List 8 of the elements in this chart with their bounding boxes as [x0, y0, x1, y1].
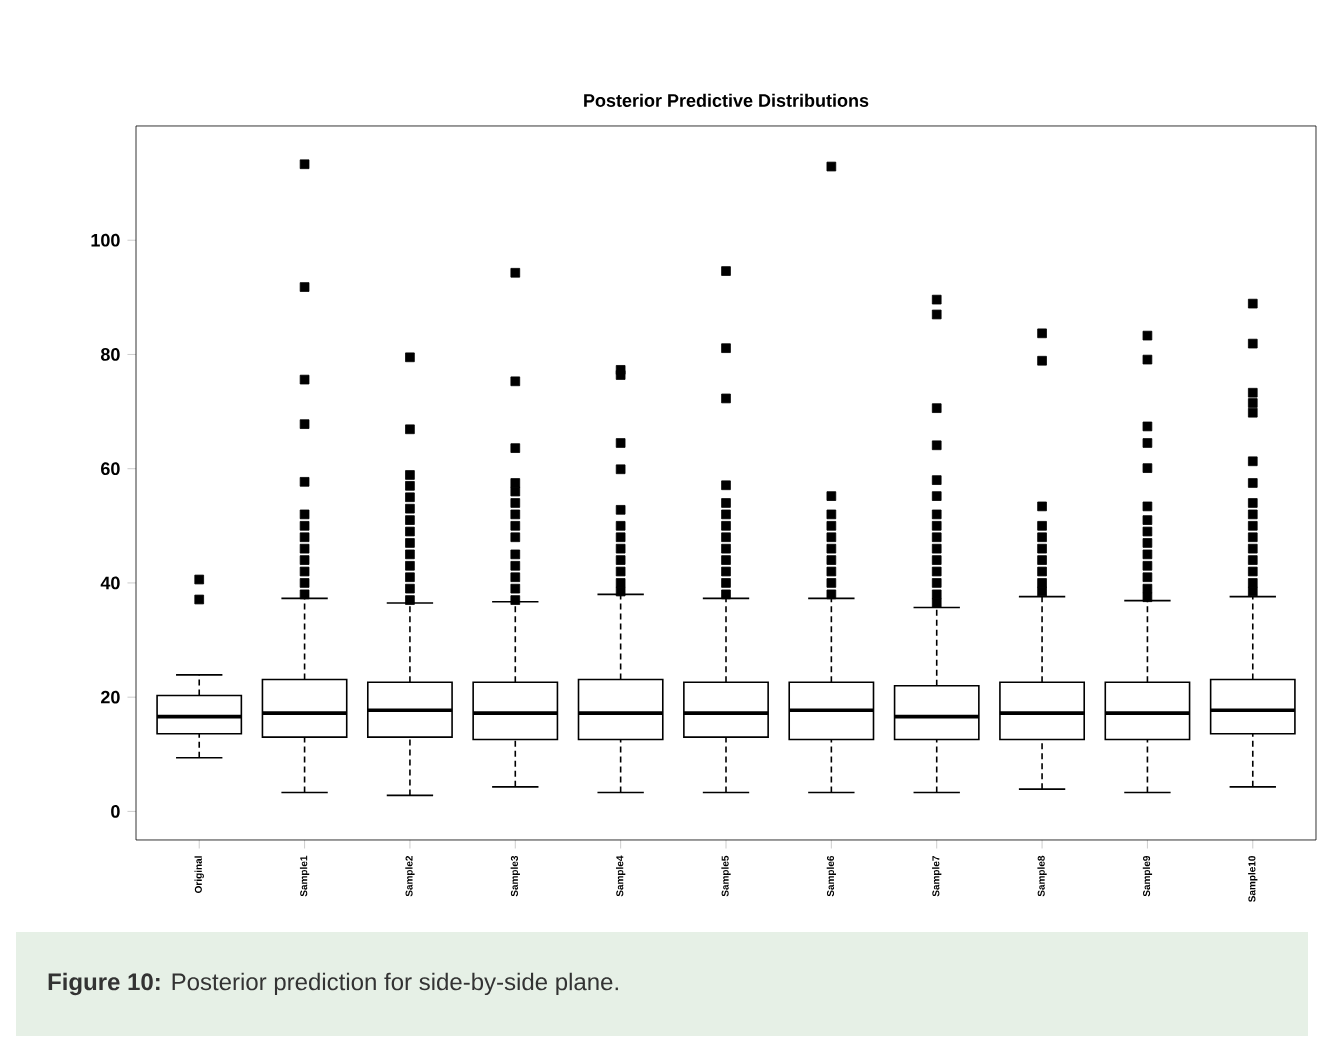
y-tick-label: 80 — [100, 348, 120, 361]
y-tick-label: 20 — [101, 690, 120, 704]
y-tick-label: 40 — [100, 576, 120, 590]
chart-title: Posterior Predictive Distributions — [584, 93, 869, 107]
y-tick-label: 100 — [91, 233, 120, 247]
y-tick-label: 0 — [111, 805, 120, 818]
y-tick-label: 60 — [101, 462, 120, 476]
text: Figure 10: Posterior prediction for side-by-side plane. — [48, 972, 618, 996]
